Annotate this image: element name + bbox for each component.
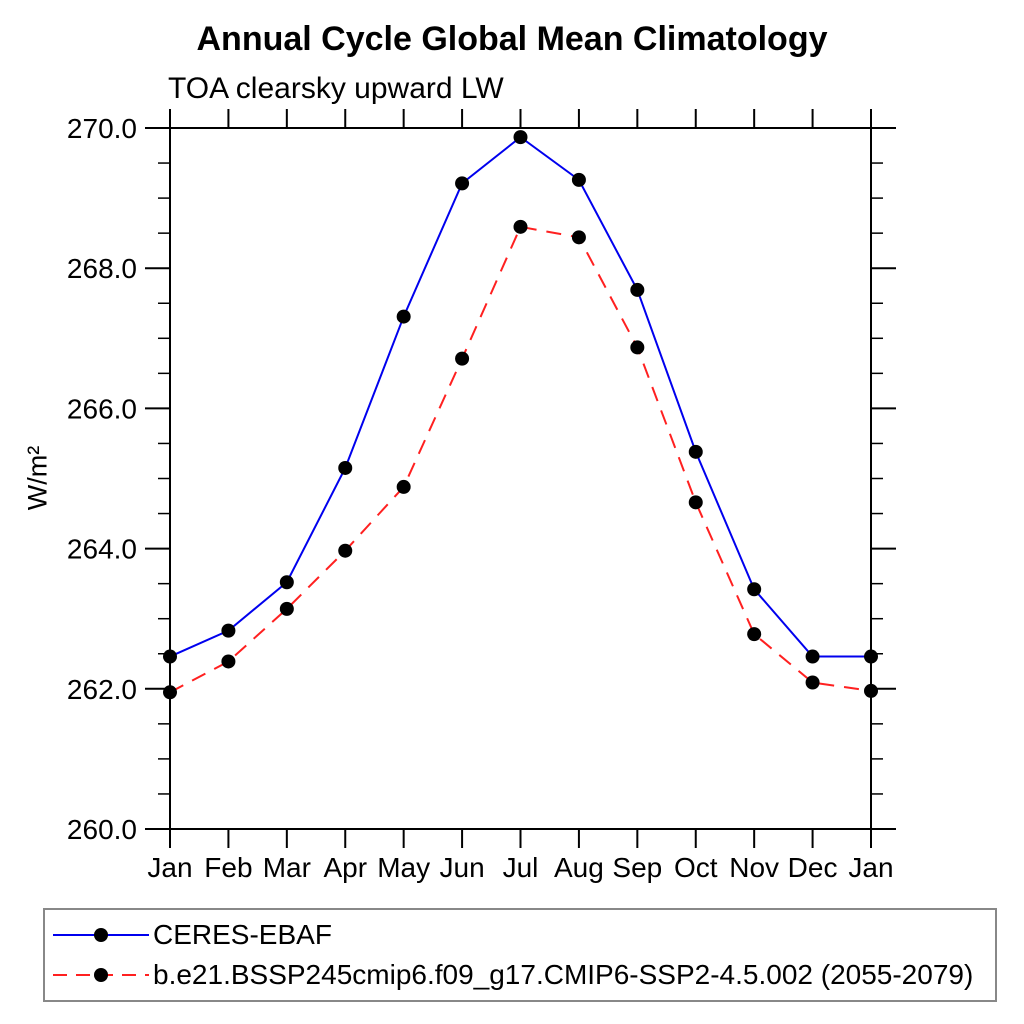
data-point-marker (571, 230, 586, 245)
data-point-marker (630, 340, 645, 355)
data-point-marker (455, 351, 470, 366)
legend-label: CERES-EBAF (153, 919, 332, 950)
data-point-marker (747, 582, 762, 597)
legend-line-sample-solid (53, 928, 149, 942)
legend-line-sample-dashed (53, 968, 149, 982)
line-chart-plot: Jan Feb Mar Apr May Jun Jul Aug Sep Oct Nov Dec Jan 2… (67, 109, 896, 883)
data-point-marker (513, 219, 528, 234)
data-point-marker (338, 460, 353, 475)
series-line-1 (169, 225, 872, 694)
data-point-marker (163, 685, 177, 700)
data-point-marker (221, 623, 236, 638)
data-point-marker (747, 627, 762, 642)
x-tick-label: Nov (729, 852, 779, 883)
y-tick-label: 264.0 (67, 534, 137, 565)
x-tick-label: May (377, 852, 430, 883)
data-point-marker (805, 649, 820, 664)
chart-title: Annual Cycle Global Mean Climatology (196, 20, 828, 58)
chart-subtitle: TOA clearsky upward LW (168, 72, 504, 105)
x-axis-ticks: Jan Feb Mar Apr May Jun Jul Aug Sep Oct Nov Dec Jan (147, 109, 894, 883)
x-tick-label: Jan (848, 852, 893, 883)
x-tick-label: Jun (440, 852, 485, 883)
x-tick-label: Aug (554, 852, 604, 883)
data-point-marker (513, 130, 528, 145)
data-point-marker (279, 601, 294, 616)
data-point-marker (455, 176, 470, 191)
y-tick-label: 268.0 (67, 253, 137, 284)
x-tick-label: Oct (674, 852, 718, 883)
legend-item: CERES-EBAF (45, 915, 995, 955)
legend-item: b.e21.BSSP245cmip6.f09_g17.CMIP6-SSP2-4.… (45, 955, 995, 995)
y-tick-label: 266.0 (67, 393, 137, 424)
x-tick-label: Dec (788, 852, 838, 883)
data-point-marker (864, 649, 878, 664)
x-tick-label: Jul (503, 852, 539, 883)
data-point-marker (396, 479, 411, 494)
series-line-0 (169, 135, 871, 658)
x-tick-label: Feb (204, 852, 252, 883)
data-point-marker (688, 444, 703, 459)
data-point-marker (688, 495, 703, 510)
x-tick-label: Apr (323, 852, 367, 883)
y-tick-label: 270.0 (67, 113, 137, 144)
data-point-marker (279, 575, 294, 590)
data-point-marker (630, 282, 645, 297)
data-point-marker (163, 649, 177, 664)
y-tick-label: 260.0 (67, 814, 137, 845)
legend-label: b.e21.BSSP245cmip6.f09_g17.CMIP6-SSP2-4.… (153, 959, 974, 990)
data-point-marker (338, 543, 353, 558)
x-tick-label: Mar (263, 852, 311, 883)
data-point-marker (221, 654, 236, 669)
x-tick-label: Jan (147, 852, 192, 883)
data-point-marker (805, 675, 820, 690)
data-point-marker (864, 683, 878, 698)
y-tick-label: 262.0 (67, 674, 137, 705)
y-axis-ticks: 260.0 262.0 264.0 266.0 268.0 270.0 (67, 113, 896, 845)
data-point-marker (571, 172, 586, 187)
x-tick-label: Sep (612, 852, 662, 883)
data-point-marker (396, 309, 411, 324)
legend: CERES-EBAF b.e21.BSSP245cmip6.f09_g17.CM… (43, 908, 997, 1002)
